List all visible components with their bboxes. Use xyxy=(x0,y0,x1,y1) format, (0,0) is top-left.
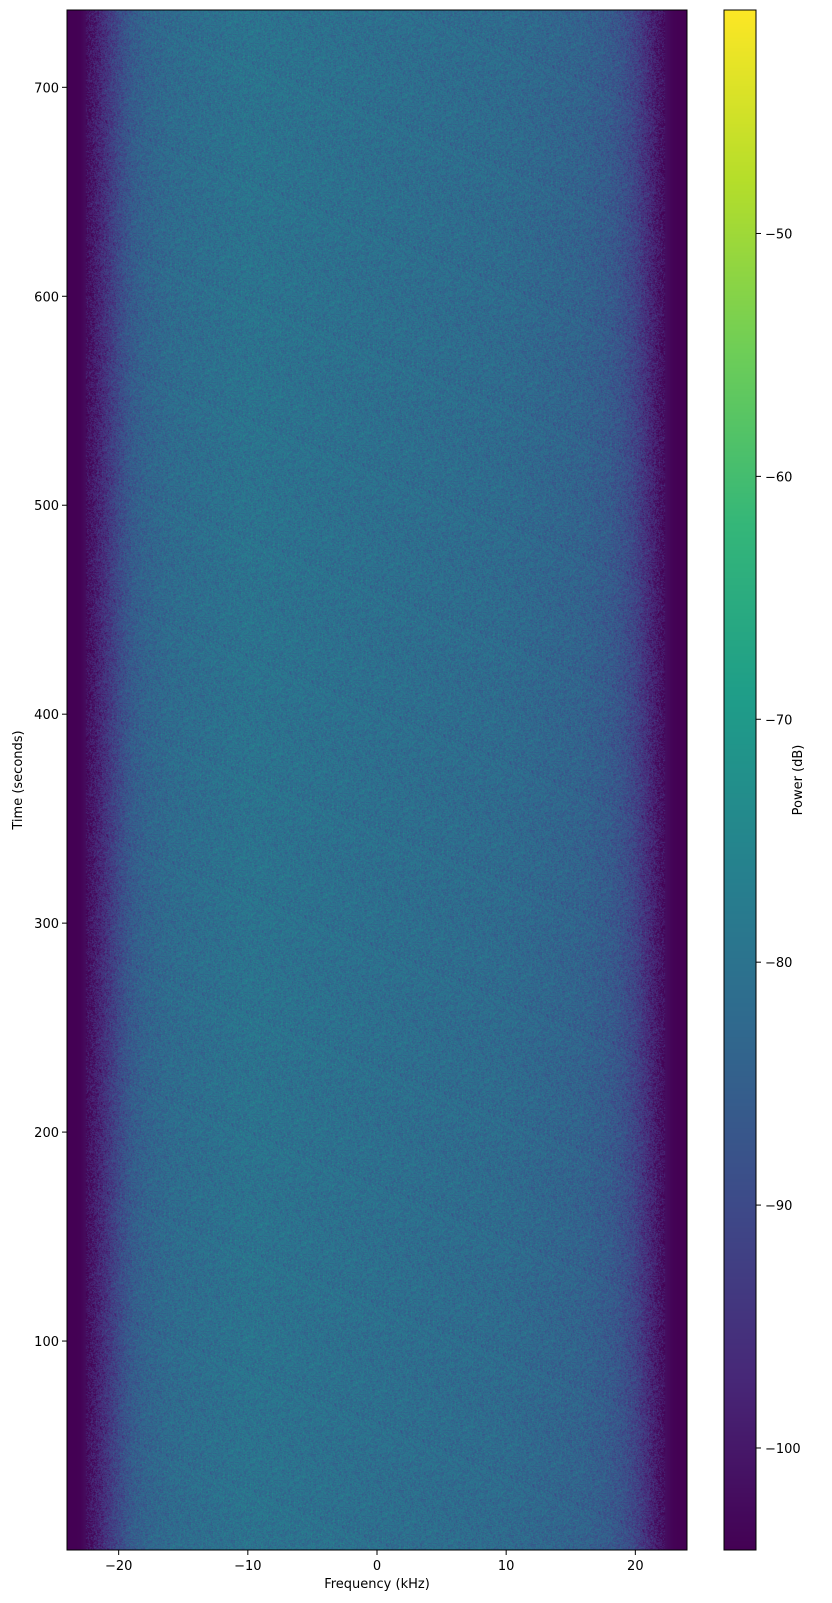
y-axis-label: Time (seconds) xyxy=(11,730,26,830)
spectrogram-heatmap xyxy=(67,10,687,1550)
x-axis-ticks: −20 −10 0 10 20 xyxy=(105,1550,644,1574)
colorbar-label: Power (dB) xyxy=(791,745,806,816)
x-tick-label: −20 xyxy=(105,1559,132,1574)
y-tick-label: 100 xyxy=(34,1335,59,1350)
colorbar-tick-label: −90 xyxy=(765,1199,792,1214)
x-tick-label: 20 xyxy=(627,1559,644,1574)
y-tick-label: 500 xyxy=(34,499,59,514)
x-tick-label: 0 xyxy=(373,1559,381,1574)
colorbar-frame xyxy=(723,9,757,1551)
y-tick-label: 400 xyxy=(34,708,59,723)
colorbar-tick-label: −80 xyxy=(765,956,792,971)
colorbar-tick-label: −100 xyxy=(765,1442,801,1457)
colorbar-tick-label: −70 xyxy=(765,713,792,728)
colorbar-tick-label: −50 xyxy=(765,227,792,242)
y-tick-label: 200 xyxy=(34,1126,59,1141)
y-axis-ticks: 100 200 300 400 500 600 700 xyxy=(34,81,67,1350)
x-axis-label: Frequency (kHz) xyxy=(324,1577,430,1592)
y-tick-label: 700 xyxy=(34,81,59,96)
plot-frame xyxy=(66,9,688,1551)
colorbar-gradient xyxy=(724,10,756,1550)
colorbar-ticks: −100 −90 −80 −70 −60 −50 xyxy=(756,227,801,1457)
y-tick-label: 600 xyxy=(34,290,59,305)
x-tick-label: 10 xyxy=(498,1559,515,1574)
x-tick-label: −10 xyxy=(234,1559,261,1574)
colorbar-tick-label: −60 xyxy=(765,470,792,485)
y-tick-label: 300 xyxy=(34,917,59,932)
